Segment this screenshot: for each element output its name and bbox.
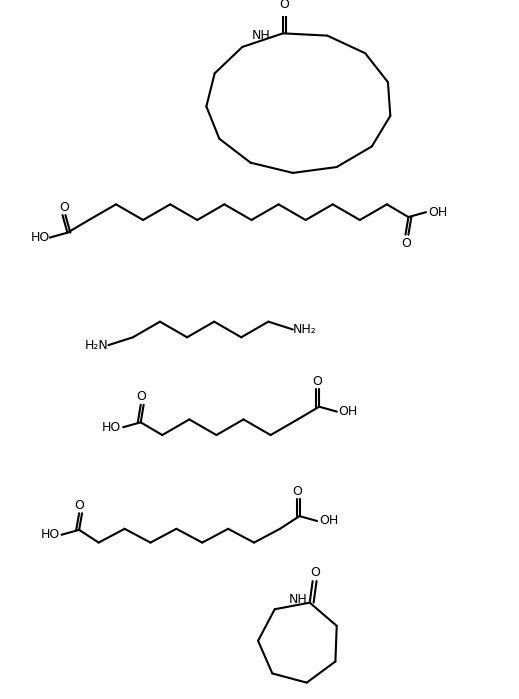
Text: HO: HO xyxy=(40,528,60,541)
Text: HO: HO xyxy=(102,421,121,434)
Text: OH: OH xyxy=(319,514,338,528)
Text: O: O xyxy=(312,375,322,388)
Text: O: O xyxy=(136,391,146,403)
Text: O: O xyxy=(60,201,70,214)
Text: O: O xyxy=(74,499,84,512)
Text: HO: HO xyxy=(31,231,50,244)
Text: NH: NH xyxy=(252,29,271,42)
Text: NH₂: NH₂ xyxy=(293,323,317,336)
Text: H₂N: H₂N xyxy=(85,338,108,352)
Text: NH: NH xyxy=(289,593,307,606)
Text: OH: OH xyxy=(428,206,447,219)
Text: O: O xyxy=(311,565,321,579)
Text: O: O xyxy=(293,485,303,498)
Text: O: O xyxy=(279,0,289,10)
Text: O: O xyxy=(402,237,412,250)
Text: OH: OH xyxy=(339,405,358,418)
